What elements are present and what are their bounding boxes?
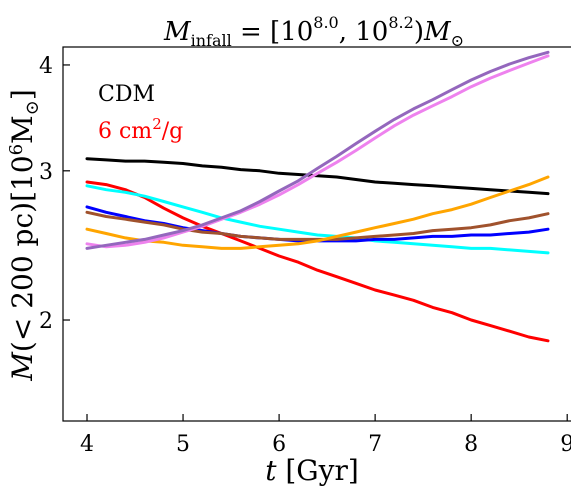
y-tick-label-4: 4 bbox=[39, 54, 53, 79]
y-axis-label: M(< 200 pc)[106M⊙] bbox=[6, 89, 43, 382]
y-tick-label-2: 2 bbox=[39, 309, 53, 334]
x-axis-label: t [Gyr] bbox=[265, 454, 359, 487]
series-line-7 bbox=[85, 54, 550, 249]
x-tick-label-6: 6 bbox=[272, 432, 286, 457]
x-tick-label-8: 8 bbox=[464, 432, 478, 457]
plot-area: 4 5 6 7 8 9 2 3 4 bbox=[39, 46, 571, 457]
chart-title: Minfall = [108.0, 108.2)M⊙ bbox=[163, 13, 464, 50]
legend-entry-cdm: CDM bbox=[98, 82, 155, 107]
x-tick-label-4: 4 bbox=[80, 432, 94, 457]
x-tick-label-7: 7 bbox=[368, 432, 382, 457]
legend-entry-6cm2g: 6 cm2/g bbox=[98, 115, 183, 144]
x-tick-label-9: 9 bbox=[560, 432, 571, 457]
x-tick-label-5: 5 bbox=[176, 432, 190, 457]
series-line-6 bbox=[85, 175, 550, 250]
series-line-2 bbox=[85, 180, 550, 343]
series-line-8 bbox=[85, 50, 550, 250]
y-tick-label-3: 3 bbox=[39, 160, 53, 185]
axes-frame bbox=[62, 46, 571, 422]
series-line-3 bbox=[85, 184, 550, 255]
series-line-1 bbox=[85, 157, 550, 196]
